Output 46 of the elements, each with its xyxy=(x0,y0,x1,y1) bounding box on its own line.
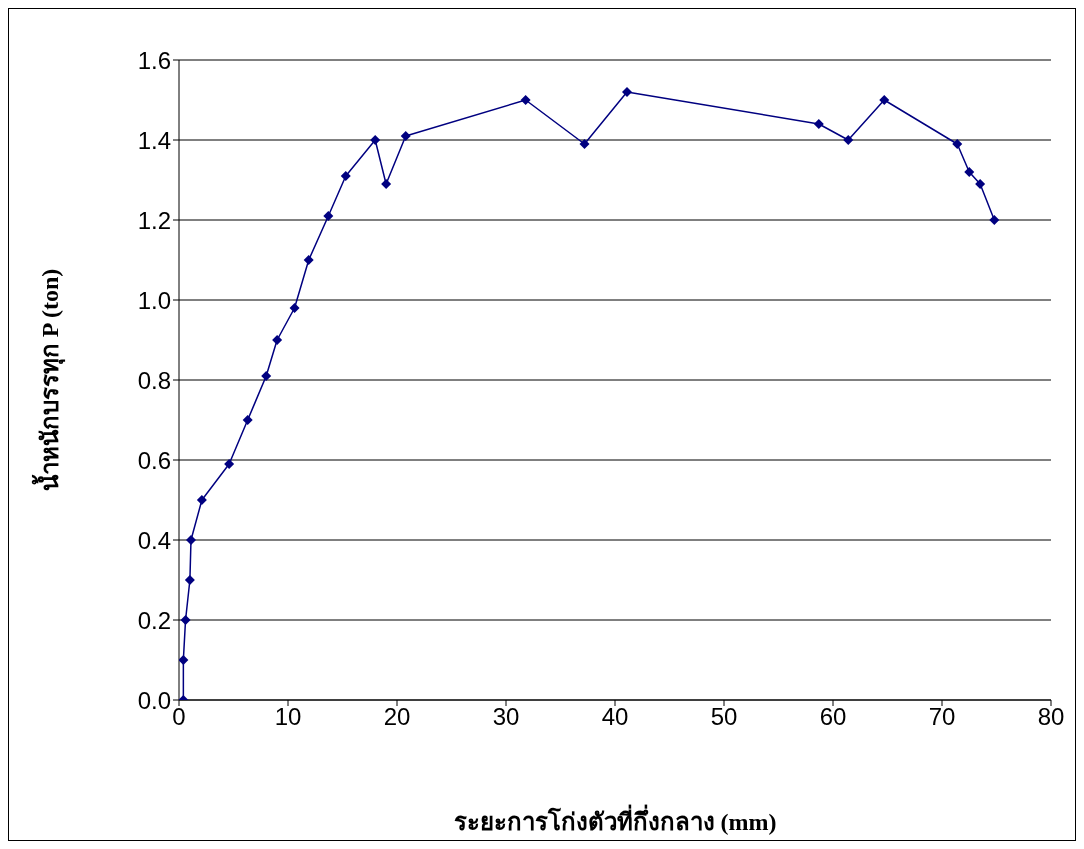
point xyxy=(261,371,272,381)
y-tick-label: 0.8 xyxy=(137,366,171,394)
x-tick-label: 30 xyxy=(492,703,520,731)
point xyxy=(520,95,531,105)
point xyxy=(340,171,351,181)
point xyxy=(843,135,854,145)
point xyxy=(975,179,986,189)
x-axis-title: ระยะการโก่งตัวที่กึ่งกลาง (mm) xyxy=(453,804,777,835)
point xyxy=(323,211,334,221)
x-tick-label: 0 xyxy=(172,703,186,731)
x-tick-label: 70 xyxy=(928,703,956,731)
point xyxy=(303,255,314,265)
y-tick-label: 1.4 xyxy=(137,126,171,154)
point xyxy=(400,131,411,141)
point xyxy=(370,135,381,145)
point xyxy=(272,335,283,345)
point xyxy=(184,575,195,585)
x-tick-label: 40 xyxy=(601,703,629,731)
y-tick-label: 1.6 xyxy=(137,46,171,74)
point xyxy=(185,535,196,545)
y-tick-label: 1.0 xyxy=(137,286,171,314)
point xyxy=(952,139,963,149)
x-tick-label: 10 xyxy=(274,703,302,731)
x-tick-label: 60 xyxy=(819,703,847,731)
y-tick-label: 0.6 xyxy=(137,446,171,474)
x-tick-label: 50 xyxy=(710,703,738,731)
point xyxy=(179,655,189,665)
point xyxy=(989,215,1000,225)
point xyxy=(196,495,207,505)
x-tick-label: 20 xyxy=(383,703,411,731)
y-axis-title: น้ำหนักบรรทุก P (ton) xyxy=(30,268,66,492)
x-tick-label: 80 xyxy=(1037,703,1065,731)
point xyxy=(879,95,890,105)
point xyxy=(813,119,824,129)
y-tick-label: 0.4 xyxy=(137,526,171,554)
point xyxy=(224,459,235,469)
point xyxy=(242,415,253,425)
point xyxy=(381,179,392,189)
point xyxy=(289,303,300,313)
y-tick-label: 0.0 xyxy=(137,686,171,714)
point xyxy=(180,615,191,625)
point xyxy=(964,167,975,177)
y-tick-label: 1.2 xyxy=(137,206,171,234)
point xyxy=(621,87,632,97)
y-tick-label: 0.2 xyxy=(137,606,171,634)
point xyxy=(579,139,590,149)
